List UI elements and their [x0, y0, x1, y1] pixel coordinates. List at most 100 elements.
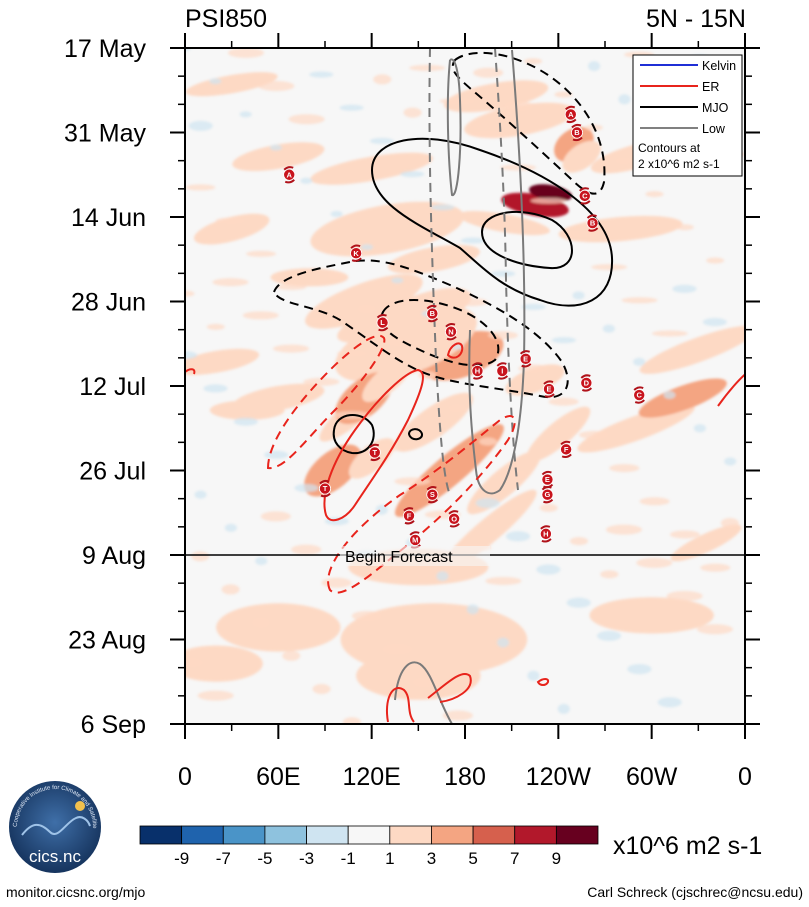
storm-marker: D — [580, 374, 593, 392]
anomaly-blob — [577, 404, 695, 453]
colorbar-swatch — [431, 825, 474, 845]
anomaly-speckle — [536, 564, 561, 575]
colorbar-label: 1 — [385, 849, 394, 868]
mjo-contour-negative-north — [451, 51, 606, 195]
x-tick-label: 60W — [626, 763, 678, 791]
anomaly-speckle — [475, 498, 500, 509]
anomaly-speckle — [339, 104, 364, 111]
anomaly-speckle — [669, 530, 700, 539]
storm-symbol-arm — [543, 498, 554, 504]
anomaly-speckle — [557, 703, 570, 714]
colorbar-swatch — [139, 825, 183, 845]
chart-title-left: PSI850 — [185, 5, 267, 33]
storm-code: F — [407, 511, 412, 520]
colorbar-label: -7 — [216, 849, 231, 868]
storm-symbol — [564, 108, 577, 121]
colorbar-label: -3 — [299, 849, 314, 868]
anomaly-blob — [185, 72, 278, 97]
anomaly-speckle — [321, 577, 352, 588]
footer-right-text: Carl Schreck (cjschrec@ncsu.edu) — [587, 884, 803, 900]
low-contour-forecast — [394, 661, 453, 724]
anomaly-speckle — [273, 344, 310, 353]
storm-marker: L — [376, 313, 389, 332]
anomaly-speckle — [439, 98, 476, 105]
storm-symbol-arm — [541, 538, 552, 543]
footer-left-text: monitor.cicsnc.org/mjo — [6, 884, 145, 900]
storm-code: E — [546, 385, 551, 394]
storm-symbol-arm — [449, 523, 460, 528]
anomaly-speckle — [503, 100, 534, 111]
storm-code: K — [353, 249, 359, 258]
low-contour-west — [428, 48, 451, 496]
er-contours — [185, 334, 745, 723]
storm-code: C — [582, 191, 588, 200]
anomaly-speckle — [212, 278, 249, 287]
low-contour-west-loop — [446, 58, 462, 197]
er-contour-forecast-c — [536, 678, 550, 686]
anomaly-speckle — [258, 81, 295, 92]
anomaly-speckle — [270, 144, 282, 151]
storm-symbol-arm — [541, 470, 552, 476]
storm-code: B — [574, 128, 580, 137]
anomaly-speckle — [260, 511, 291, 522]
anomaly-blob — [589, 597, 714, 634]
anomaly-speckle — [572, 291, 585, 300]
anomaly-speckle — [255, 557, 268, 566]
anomaly-speckle — [369, 137, 394, 144]
storm-marker: B — [586, 214, 599, 232]
anomaly-speckle — [657, 697, 682, 708]
storm-marker: B — [426, 304, 439, 323]
anomaly-speckle — [294, 484, 319, 493]
storm-symbol-arm — [320, 492, 331, 498]
anomaly-speckle — [600, 570, 619, 579]
anomaly-speckle — [609, 464, 640, 473]
anomaly-speckle — [696, 624, 733, 635]
storm-marker: O — [448, 510, 461, 528]
storm-code: E — [523, 354, 528, 363]
storm-symbol-arm — [565, 105, 576, 111]
forecast-label: Begin Forecast — [345, 549, 453, 566]
anomaly-speckle — [185, 351, 198, 360]
anomaly-speckle — [291, 544, 322, 555]
anomaly-speckle — [412, 677, 443, 688]
storm-marker: K — [350, 244, 363, 262]
colorbar-label: 3 — [427, 849, 436, 868]
anomaly-speckle — [409, 64, 446, 71]
anomaly-speckle — [485, 576, 522, 585]
logo-waves — [21, 816, 91, 836]
logo-sun — [75, 801, 85, 811]
colorbar-swatch — [555, 825, 599, 845]
storm-symbol-arm — [544, 393, 555, 398]
storm-symbol — [471, 364, 484, 377]
anomaly-speckle — [233, 417, 258, 426]
anomaly-speckle — [591, 264, 628, 271]
storm-symbol-arm — [586, 214, 597, 219]
y-tick-label: 9 Aug — [82, 542, 146, 570]
anomaly-speckle — [342, 717, 361, 724]
storm-symbol-arm — [351, 257, 362, 262]
anomaly-speckle — [551, 337, 576, 344]
anomaly-speckle — [700, 563, 731, 572]
anomaly-blob — [356, 651, 481, 700]
anomaly-blob — [185, 645, 263, 682]
storm-code: T — [323, 484, 328, 493]
anomaly-speckle — [400, 171, 425, 178]
anomaly-speckle — [509, 470, 528, 479]
anomaly-speckle — [548, 397, 579, 406]
storm-symbol-arm — [369, 443, 380, 449]
anomaly-speckle — [633, 357, 646, 366]
storm-symbol — [560, 443, 573, 456]
storm-symbol — [426, 488, 439, 501]
anomaly-speckle — [436, 571, 449, 582]
colorbar-label: -9 — [174, 849, 189, 868]
anomaly-speckle — [539, 503, 558, 512]
storm-code: C — [637, 391, 643, 400]
anomaly-speckle — [351, 610, 382, 621]
storm-marker: A — [564, 105, 577, 124]
anomaly-blob — [310, 201, 464, 257]
colorbar-label: -1 — [341, 849, 356, 868]
y-tick-label: 17 May — [64, 35, 146, 63]
storm-symbol — [580, 376, 593, 389]
storm-marker: H — [539, 525, 552, 543]
colorbar-swatch — [389, 825, 432, 845]
